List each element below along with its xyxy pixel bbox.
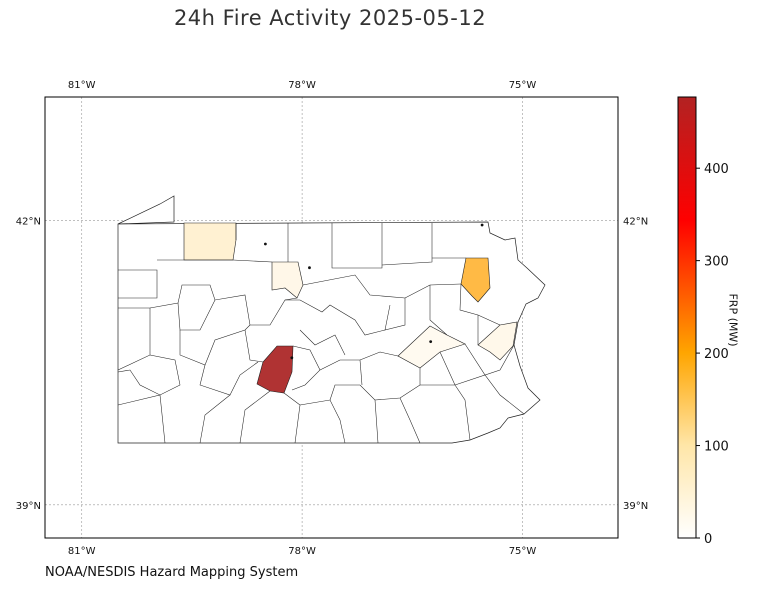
- fire-detections: [263, 223, 484, 360]
- lat-tick-label: 39°N: [623, 501, 648, 512]
- pennsylvania-outline: [117, 195, 546, 444]
- county-elk: [183, 222, 237, 261]
- lon-tick-label: 78°W: [288, 546, 316, 557]
- lon-tick-label: 75°W: [509, 80, 537, 91]
- credit-text: NOAA/NESDIS Hazard Mapping System: [45, 565, 299, 580]
- colorbar-tick-label: 100: [704, 440, 729, 455]
- colorbar: [677, 96, 697, 539]
- lat-tick-label: 39°N: [16, 501, 41, 512]
- pennsylvania-map: [117, 195, 546, 444]
- lat-tick-label: 42°N: [16, 216, 41, 227]
- county-borders: [117, 223, 525, 444]
- colorbar-ticks: 0 100 200 300 400: [696, 162, 729, 547]
- map-title: 24h Fire Activity 2025-05-12: [173, 6, 487, 30]
- county-blair: [256, 345, 294, 394]
- colorbar-tick-label: 0: [704, 532, 712, 547]
- fire-point: [263, 242, 267, 246]
- colorbar-tick-label: 400: [704, 162, 729, 177]
- lon-tick-label: 75°W: [509, 546, 537, 557]
- map-tick-labels: 81°W 81°W 78°W 78°W 75°W 75°W 42°N 42°N 39°N 39°N: [16, 80, 648, 557]
- colorbar-tick-label: 200: [704, 347, 729, 362]
- fire-point: [290, 356, 294, 360]
- colorbar-tick-label: 300: [704, 255, 729, 270]
- lon-tick-label: 81°W: [68, 546, 96, 557]
- map-frame: [44, 96, 619, 539]
- lat-tick-label: 42°N: [623, 216, 648, 227]
- fire-point: [429, 340, 433, 344]
- fire-point: [480, 223, 484, 227]
- lon-tick-label: 78°W: [288, 80, 316, 91]
- fire-point: [308, 266, 311, 270]
- lon-tick-label: 81°W: [68, 80, 96, 91]
